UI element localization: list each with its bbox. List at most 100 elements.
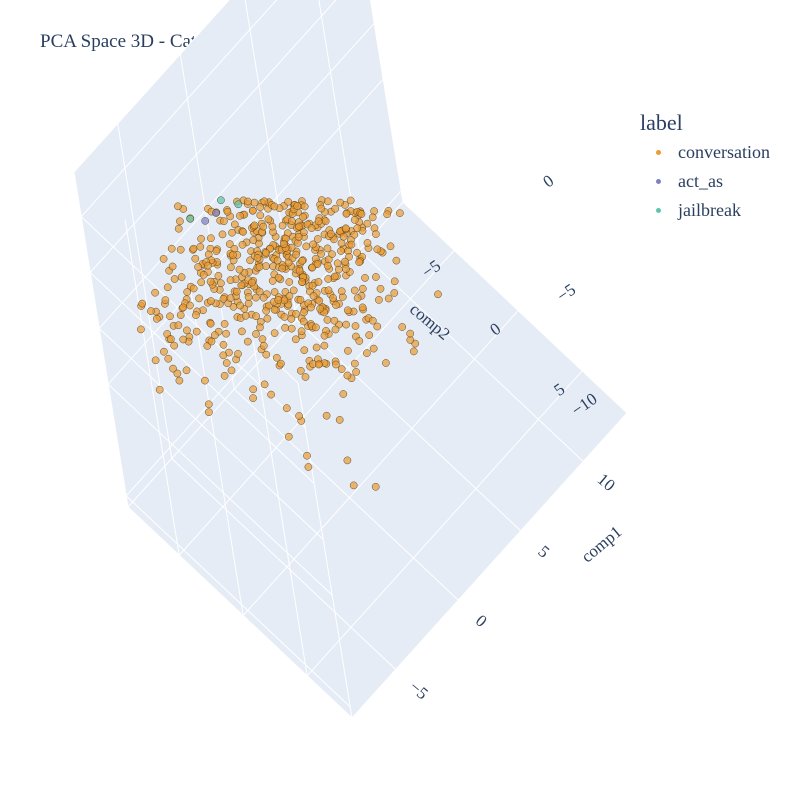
data-point	[289, 286, 298, 295]
data-point	[137, 325, 145, 334]
data-point	[375, 296, 383, 304]
data-point	[174, 202, 182, 211]
data-point	[152, 314, 161, 323]
data-point	[248, 206, 257, 215]
data-point	[207, 234, 215, 243]
data-point	[196, 242, 205, 251]
data-point	[330, 272, 339, 281]
data-point	[194, 263, 202, 271]
gridline-z-left	[107, 383, 333, 596]
data-point	[369, 344, 378, 353]
data-point	[174, 321, 183, 330]
data-point	[212, 209, 220, 217]
data-point	[227, 366, 236, 375]
gridline-z-left	[98, 327, 324, 540]
data-point	[201, 217, 210, 225]
data-point	[235, 265, 244, 274]
data-point	[320, 331, 329, 340]
data-point	[230, 220, 239, 229]
legend-item-act-as[interactable]: act_as	[640, 167, 770, 196]
series-act-as[interactable]	[201, 209, 220, 225]
data-point	[291, 335, 300, 344]
data-point	[373, 322, 382, 331]
gridline-y-floor	[306, 370, 583, 677]
data-point	[314, 217, 323, 226]
data-point	[182, 366, 191, 375]
data-point	[358, 303, 367, 312]
data-point	[301, 373, 310, 381]
data-point	[398, 323, 407, 331]
legend-item-jailbreak[interactable]: jailbreak	[640, 196, 770, 225]
data-point	[317, 250, 325, 258]
data-point	[207, 337, 216, 346]
data-point	[322, 411, 331, 420]
data-point	[350, 359, 359, 368]
data-point	[163, 283, 172, 292]
data-point	[219, 351, 228, 360]
data-point	[239, 228, 247, 236]
data-point	[343, 306, 352, 315]
data-point	[342, 265, 350, 273]
series-conversation[interactable]	[137, 196, 442, 491]
data-point	[331, 325, 340, 334]
series-jailbreak[interactable]	[186, 196, 243, 223]
data-point	[434, 290, 442, 299]
data-point	[234, 200, 243, 209]
data-point	[237, 281, 246, 290]
data-point	[268, 222, 277, 231]
data-point	[164, 354, 173, 363]
data-point	[337, 239, 346, 248]
legend-swatch-jailbreak	[656, 208, 661, 213]
data-point	[168, 262, 177, 271]
data-point	[299, 317, 308, 326]
data-point	[329, 294, 337, 302]
data-point	[287, 324, 296, 333]
data-point	[263, 314, 272, 323]
data-point	[270, 202, 279, 211]
data-point	[295, 266, 304, 275]
x-axis-title: comp1	[578, 522, 626, 566]
data-point	[390, 289, 399, 297]
data-point	[219, 340, 228, 349]
data-point	[270, 329, 279, 337]
data-point	[223, 207, 232, 216]
data-point	[267, 390, 275, 399]
data-point	[217, 279, 225, 288]
data-point	[390, 277, 399, 286]
tick-label-x: 10	[594, 470, 619, 495]
data-point	[197, 234, 205, 243]
data-point	[409, 347, 418, 356]
data-point	[302, 242, 311, 251]
data-point	[324, 275, 333, 283]
gridline-z-left	[125, 495, 351, 708]
data-point	[244, 299, 253, 308]
data-point	[334, 265, 343, 274]
data-point	[337, 365, 346, 373]
data-point	[255, 239, 263, 248]
data-point	[186, 214, 195, 223]
data-point	[327, 230, 335, 238]
data-point	[332, 301, 340, 309]
data-point	[337, 287, 346, 296]
data-point	[313, 235, 322, 243]
data-point	[274, 273, 283, 282]
data-point	[336, 198, 345, 207]
data-point	[249, 236, 258, 244]
data-point	[292, 250, 300, 259]
data-point	[225, 240, 234, 248]
data-point	[219, 294, 228, 303]
data-point	[292, 310, 300, 318]
data-point	[350, 216, 359, 224]
data-point	[309, 292, 318, 300]
data-point	[248, 278, 256, 287]
tick-label-x: 5	[534, 542, 553, 562]
data-point	[159, 255, 168, 263]
data-point	[170, 275, 179, 283]
data-point	[370, 207, 378, 215]
data-point	[236, 301, 244, 310]
legend-label-act-as: act_as	[678, 171, 723, 191]
data-point	[256, 323, 264, 332]
legend-item-conversation[interactable]: conversation	[640, 138, 770, 167]
data-point	[151, 288, 159, 297]
